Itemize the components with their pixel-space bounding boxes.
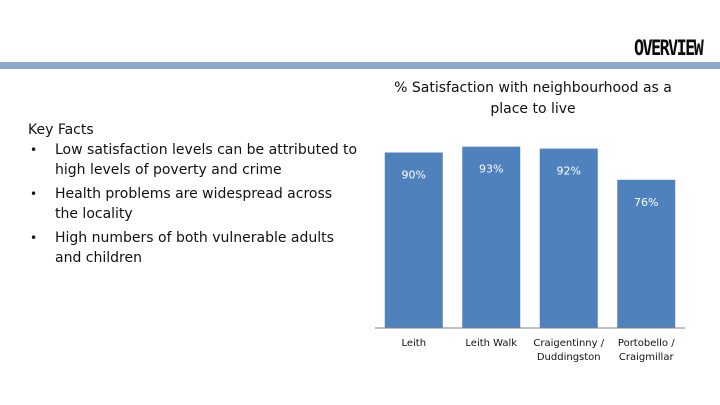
bar-2: [462, 146, 521, 328]
satisfaction-bar-chart: 90% 93% 92% 76% Leith Leith Walk Craigentinny…: [375, 146, 685, 363]
page-title: OVERVIEW: [633, 36, 704, 60]
key-facts-panel: Key Facts • Low satisfaction levels can …: [28, 120, 358, 272]
key-fact-text: High numbers of both vulnerable adults a…: [55, 230, 334, 266]
chart-title: % Satisfaction with neighbourhood as a p…: [394, 80, 672, 117]
bar-3: [539, 148, 598, 328]
key-fact-text: Health problems are widespread across th…: [55, 186, 333, 222]
bullet-icon: •: [30, 143, 38, 157]
key-fact-text: Low satisfaction levels can be attribute…: [55, 142, 358, 178]
data-label: 76%: [634, 196, 658, 209]
bar-1: [384, 152, 443, 328]
bar-4: [617, 179, 676, 328]
key-fact-item: • Low satisfaction levels can be attribu…: [28, 140, 358, 180]
category-label: Craigentinny / Duddingston: [533, 338, 604, 363]
key-fact-item: • High numbers of both vulnerable adults…: [28, 228, 358, 268]
key-facts-heading: Key Facts: [28, 122, 94, 138]
bullet-icon: •: [30, 187, 38, 201]
category-label: Leith: [401, 338, 426, 349]
data-label: 90%: [402, 169, 426, 182]
data-label: 93%: [479, 163, 503, 176]
key-fact-item: • Health problems are widespread across …: [28, 184, 358, 224]
category-label: Leith Walk: [465, 338, 517, 349]
header-divider: [0, 62, 720, 69]
bullet-icon: •: [30, 231, 38, 245]
key-facts-list: • Low satisfaction levels can be attribu…: [28, 140, 358, 268]
category-label: Portobello / Craigmillar: [618, 338, 675, 363]
data-label: 92%: [557, 165, 581, 178]
bars-group: 90% 93% 92% 76%: [384, 146, 676, 328]
category-labels-group: Leith Leith Walk Craigentinny / Duddingston…: [401, 338, 675, 363]
